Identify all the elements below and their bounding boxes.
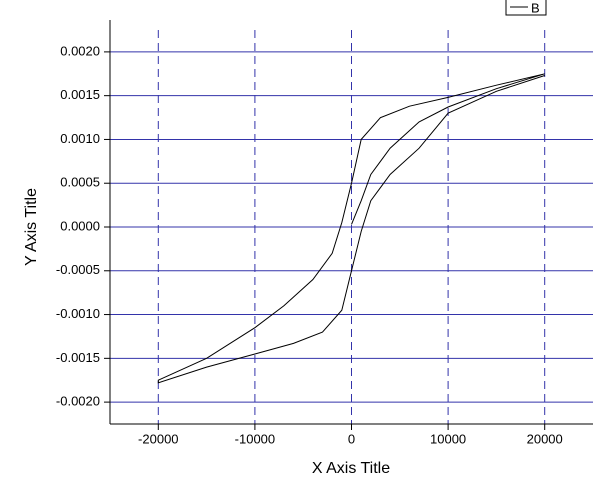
x-tick-label: 0	[348, 431, 355, 446]
y-tick-label: 0.0015	[60, 87, 100, 102]
x-axis-title: X Axis Title	[312, 460, 390, 477]
y-tick-label: -0.0010	[56, 306, 100, 321]
data-line	[157, 73, 545, 384]
x-tick-label: 20000	[527, 431, 563, 446]
x-tick-label: 10000	[430, 431, 466, 446]
y-tick-label: 0.0020	[60, 43, 100, 58]
legend-label: B	[531, 0, 540, 15]
y-tick-label: 0.0000	[60, 218, 100, 233]
x-tick-label: -10000	[235, 431, 275, 446]
y-tick-label: -0.0020	[56, 394, 100, 409]
y-tick-label: 0.0005	[60, 175, 100, 190]
y-axis-title: Y Axis Title	[23, 188, 40, 266]
y-tick-label: -0.0015	[56, 350, 100, 365]
y-tick-label: -0.0005	[56, 262, 100, 277]
y-tick-label: 0.0010	[60, 131, 100, 146]
x-tick-label: -20000	[138, 431, 178, 446]
